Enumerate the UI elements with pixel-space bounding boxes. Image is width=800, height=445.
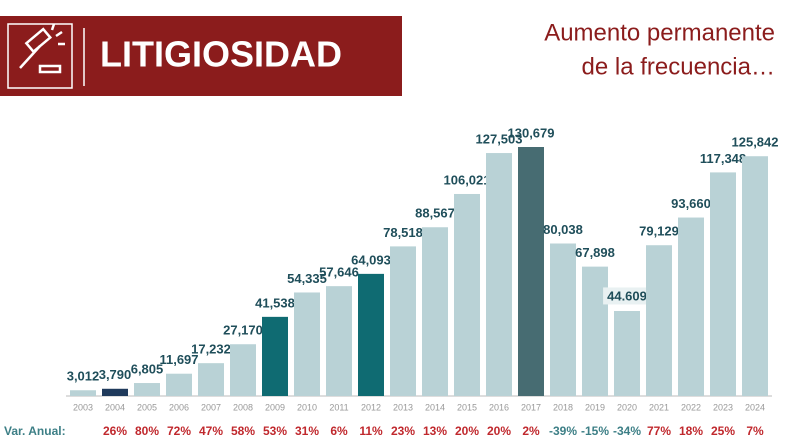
x-tick-label: 2008 bbox=[233, 402, 253, 412]
value-label: 41,538 bbox=[255, 295, 295, 310]
header-title: LITIGIOSIDAD bbox=[100, 34, 342, 75]
bar bbox=[646, 245, 672, 396]
value-label: 78,518 bbox=[383, 225, 423, 240]
bar bbox=[582, 266, 608, 396]
annual-change: -15% bbox=[581, 424, 609, 438]
value-label: 93,660 bbox=[671, 196, 711, 211]
header-subtitle: de la frecuencia… bbox=[582, 53, 775, 80]
bar bbox=[614, 311, 640, 396]
value-label: 17,232 bbox=[191, 342, 231, 357]
annual-change: 23% bbox=[391, 424, 415, 438]
value-label: 3,012 bbox=[67, 369, 100, 384]
gavel-icon bbox=[19, 23, 65, 74]
bar bbox=[230, 344, 256, 396]
value-label: 6,805 bbox=[131, 361, 164, 376]
bar bbox=[358, 273, 384, 396]
bar bbox=[102, 388, 128, 396]
value-label: 127,503 bbox=[476, 131, 523, 146]
x-tick-label: 2005 bbox=[137, 402, 157, 412]
x-tick-label: 2021 bbox=[649, 402, 669, 412]
annual-change-label: Var. Anual: bbox=[4, 424, 66, 438]
value-label-bg bbox=[603, 287, 651, 305]
value-label: 80,038 bbox=[543, 222, 583, 237]
x-tick-label: 2007 bbox=[201, 402, 221, 412]
value-label: 57,646 bbox=[319, 265, 359, 280]
x-tick-label: 2018 bbox=[553, 402, 573, 412]
header-subtitle: Aumento permanente bbox=[544, 19, 775, 46]
annual-change: 11% bbox=[359, 424, 383, 438]
bar bbox=[294, 292, 320, 396]
annual-change: 58% bbox=[231, 424, 255, 438]
x-tick-label: 2010 bbox=[297, 402, 317, 412]
annual-change: 31% bbox=[295, 424, 319, 438]
annual-change: -39% bbox=[549, 424, 577, 438]
bar bbox=[550, 243, 576, 396]
value-label: 130,679 bbox=[508, 125, 555, 140]
value-label: 54,335 bbox=[287, 271, 327, 286]
annual-change: 7% bbox=[746, 424, 764, 438]
x-tick-label: 2006 bbox=[169, 402, 189, 412]
value-label: 11,697 bbox=[159, 352, 198, 367]
header-banner bbox=[0, 16, 402, 96]
annual-change: 6% bbox=[330, 424, 348, 438]
annual-change: 20% bbox=[455, 424, 479, 438]
x-tick-label: 2004 bbox=[105, 402, 125, 412]
annual-change: 18% bbox=[679, 424, 703, 438]
x-tick-label: 2017 bbox=[521, 402, 541, 412]
x-tick-label: 2003 bbox=[73, 402, 93, 412]
value-label: 27,170 bbox=[223, 323, 263, 338]
value-label: 88,567 bbox=[415, 206, 455, 221]
bar bbox=[262, 316, 288, 396]
annual-change: 2% bbox=[522, 424, 540, 438]
bar bbox=[454, 193, 480, 396]
annual-change: 26% bbox=[103, 424, 127, 438]
annual-change: 72% bbox=[167, 424, 191, 438]
bar bbox=[422, 227, 448, 396]
bar bbox=[390, 246, 416, 396]
annual-change: 25% bbox=[711, 424, 735, 438]
icon-frame bbox=[7, 23, 73, 89]
x-tick-label: 2016 bbox=[489, 402, 509, 412]
x-tick-label: 2024 bbox=[745, 402, 765, 412]
x-tick-label: 2015 bbox=[457, 402, 477, 412]
bar bbox=[742, 156, 768, 396]
x-tick-label: 2013 bbox=[393, 402, 413, 412]
bar bbox=[198, 363, 224, 396]
annual-change: -34% bbox=[613, 424, 641, 438]
annual-change: 80% bbox=[135, 424, 159, 438]
value-label: 67,898 bbox=[575, 245, 615, 260]
bar bbox=[166, 373, 192, 396]
value-label: 79,129 bbox=[639, 224, 679, 239]
annual-change: 20% bbox=[487, 424, 511, 438]
x-tick-label: 2009 bbox=[265, 402, 285, 412]
value-label: 3,790 bbox=[99, 367, 132, 382]
x-tick-label: 2012 bbox=[361, 402, 381, 412]
bar bbox=[70, 390, 96, 396]
x-tick-label: 2014 bbox=[425, 402, 445, 412]
bar bbox=[326, 286, 352, 396]
annual-change: 47% bbox=[199, 424, 223, 438]
x-tick-label: 2023 bbox=[713, 402, 733, 412]
x-tick-label: 2011 bbox=[329, 402, 348, 412]
value-label: 117,348 bbox=[700, 151, 746, 166]
bar bbox=[486, 153, 512, 396]
value-label: 64,093 bbox=[351, 252, 391, 267]
annual-change: 77% bbox=[647, 424, 671, 438]
value-label: 106,021 bbox=[444, 172, 491, 187]
value-label: 44.609 bbox=[607, 288, 647, 303]
annual-change: 53% bbox=[263, 424, 287, 438]
x-tick-label: 2020 bbox=[617, 402, 637, 412]
value-label: 125,842 bbox=[732, 135, 779, 150]
annual-change: 13% bbox=[423, 424, 447, 438]
x-tick-label: 2019 bbox=[585, 402, 605, 412]
bar bbox=[710, 172, 736, 396]
bar bbox=[134, 383, 160, 396]
x-tick-label: 2022 bbox=[681, 402, 701, 412]
bar bbox=[518, 147, 544, 396]
bar bbox=[678, 217, 704, 396]
